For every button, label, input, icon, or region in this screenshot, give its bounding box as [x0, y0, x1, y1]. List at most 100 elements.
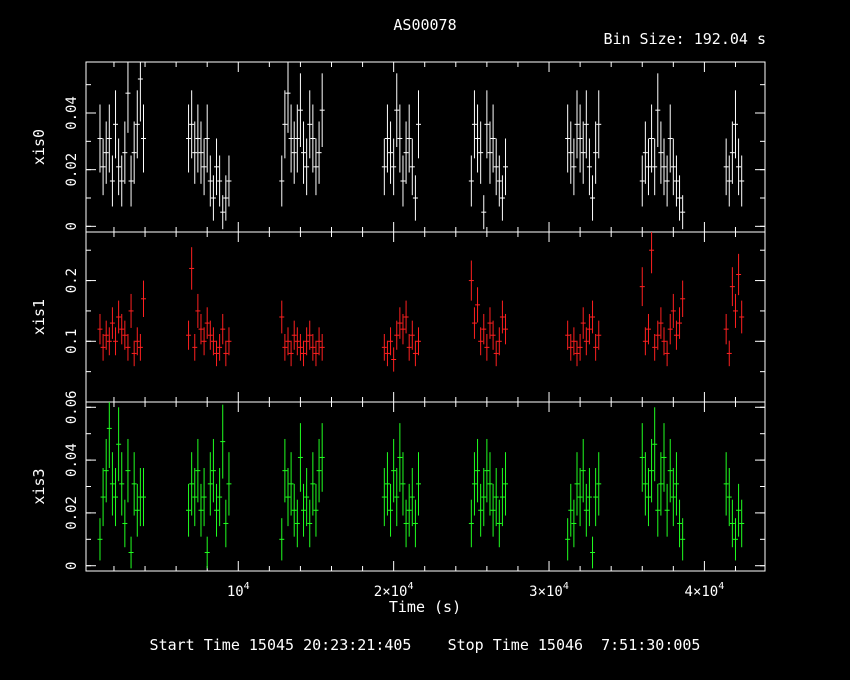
data-point — [670, 293, 676, 328]
panel-frame — [85, 61, 766, 233]
data-point — [220, 404, 226, 479]
data-point — [381, 138, 387, 196]
data-point — [739, 499, 745, 548]
data-point — [593, 468, 599, 527]
data-point — [207, 155, 213, 207]
data-point — [655, 483, 661, 537]
data-point — [583, 483, 589, 537]
data-point — [729, 121, 735, 184]
data-point — [391, 438, 397, 503]
y-tick-label: 0.04 — [64, 96, 80, 130]
data-point — [220, 195, 226, 230]
data-point — [288, 104, 294, 173]
data-point — [116, 300, 122, 334]
data-point — [189, 247, 195, 290]
data-point — [481, 313, 487, 345]
data-point — [484, 438, 490, 503]
data-point — [109, 155, 115, 207]
data-point — [192, 334, 198, 361]
data-point — [565, 104, 571, 173]
data-point — [416, 327, 422, 356]
data-point — [97, 313, 103, 345]
y-tick-label: 0.1 — [64, 329, 80, 354]
data-point — [291, 121, 297, 184]
data-point — [195, 293, 201, 328]
data-point — [649, 232, 655, 274]
data-point — [316, 327, 322, 356]
bin-size-label: Bin Size: 192.04 s — [603, 30, 766, 48]
data-point — [680, 195, 686, 230]
data-point — [134, 327, 140, 356]
data-point — [204, 307, 210, 339]
data-point — [100, 468, 106, 527]
data-point — [493, 468, 499, 527]
data-point — [288, 340, 294, 367]
panel-xis3: 0 0.02 0.04 0.06 xis3 — [30, 390, 766, 572]
data-point — [503, 313, 509, 345]
panel-frame — [85, 231, 766, 403]
x-tick-label: 3×104 — [529, 581, 569, 600]
data-point — [285, 62, 291, 133]
data-point — [282, 334, 288, 361]
data-point — [207, 320, 213, 350]
data-point — [655, 73, 661, 147]
data-point — [478, 121, 484, 184]
data-point — [294, 499, 300, 548]
panel-xis1: 0.1 0.2 xis1 — [30, 231, 766, 403]
data-point — [468, 155, 474, 207]
data-point — [487, 121, 493, 184]
data-point — [282, 438, 288, 503]
data-point — [652, 407, 658, 482]
data-point — [97, 518, 103, 561]
data-point — [397, 307, 403, 339]
data-point — [490, 320, 496, 350]
data-point — [574, 340, 580, 367]
data-point — [116, 407, 122, 482]
data-point — [412, 340, 418, 367]
data-point — [122, 121, 128, 184]
panel-frame — [85, 401, 766, 572]
data-point — [658, 307, 664, 339]
data-point — [97, 104, 103, 173]
data-point — [394, 73, 400, 147]
data-point — [673, 452, 679, 516]
data-point — [288, 452, 294, 516]
data-point — [645, 138, 651, 196]
data-point — [400, 155, 406, 207]
data-point — [106, 327, 112, 356]
data-point — [388, 327, 394, 356]
series-xis0 — [97, 62, 745, 230]
data-point — [416, 452, 422, 516]
data-point — [726, 340, 732, 367]
data-point — [394, 320, 400, 350]
data-point — [109, 307, 115, 339]
data-point — [471, 452, 477, 516]
data-point — [661, 327, 667, 356]
stop-time-label: Stop Time — [447, 636, 529, 654]
data-point — [645, 313, 651, 345]
data-point — [490, 483, 496, 537]
data-point — [478, 483, 484, 537]
data-point — [571, 138, 577, 196]
y-axis-label: xis0 — [30, 129, 48, 165]
data-point — [217, 334, 223, 361]
data-point — [204, 536, 210, 569]
data-point — [294, 104, 300, 173]
data-point — [279, 155, 285, 207]
data-point — [384, 452, 390, 516]
data-point — [109, 452, 115, 516]
data-point — [313, 138, 319, 196]
data-point — [736, 253, 742, 296]
data-point — [403, 121, 409, 184]
data-point — [680, 280, 686, 317]
data-point — [388, 121, 394, 184]
data-point — [574, 90, 580, 159]
data-point — [310, 104, 316, 173]
data-point — [103, 320, 109, 350]
data-point — [294, 327, 300, 356]
y-tick-label: 0 — [64, 222, 80, 230]
data-point — [400, 452, 406, 516]
data-point — [667, 313, 673, 345]
data-point — [301, 483, 307, 537]
data-point — [568, 121, 574, 184]
